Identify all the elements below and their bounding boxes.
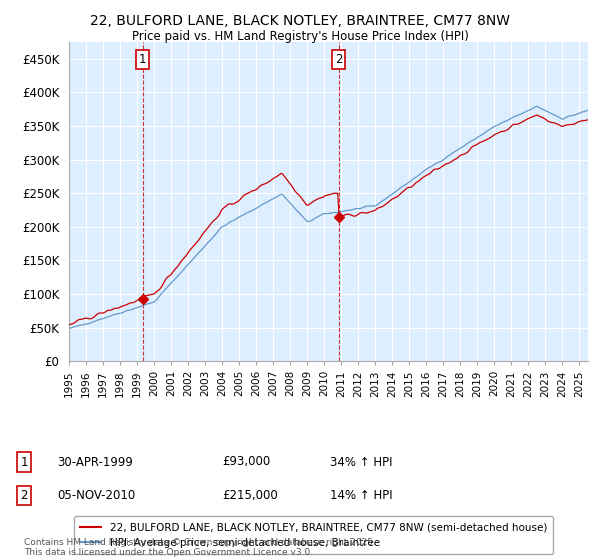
Text: 22, BULFORD LANE, BLACK NOTLEY, BRAINTREE, CM77 8NW: 22, BULFORD LANE, BLACK NOTLEY, BRAINTRE… [90, 14, 510, 28]
Text: 34% ↑ HPI: 34% ↑ HPI [330, 455, 392, 469]
Text: 05-NOV-2010: 05-NOV-2010 [57, 489, 135, 502]
Text: 30-APR-1999: 30-APR-1999 [57, 455, 133, 469]
Legend: 22, BULFORD LANE, BLACK NOTLEY, BRAINTREE, CM77 8NW (semi-detached house), HPI: : 22, BULFORD LANE, BLACK NOTLEY, BRAINTRE… [74, 516, 553, 554]
Text: Price paid vs. HM Land Registry's House Price Index (HPI): Price paid vs. HM Land Registry's House … [131, 30, 469, 43]
Text: Contains HM Land Registry data © Crown copyright and database right 2025.
This d: Contains HM Land Registry data © Crown c… [24, 538, 376, 557]
Text: £215,000: £215,000 [222, 489, 278, 502]
Text: £93,000: £93,000 [222, 455, 270, 469]
Text: 1: 1 [20, 455, 28, 469]
Text: 1: 1 [139, 53, 146, 66]
Text: 2: 2 [20, 489, 28, 502]
Text: 2: 2 [335, 53, 343, 66]
Text: 14% ↑ HPI: 14% ↑ HPI [330, 489, 392, 502]
